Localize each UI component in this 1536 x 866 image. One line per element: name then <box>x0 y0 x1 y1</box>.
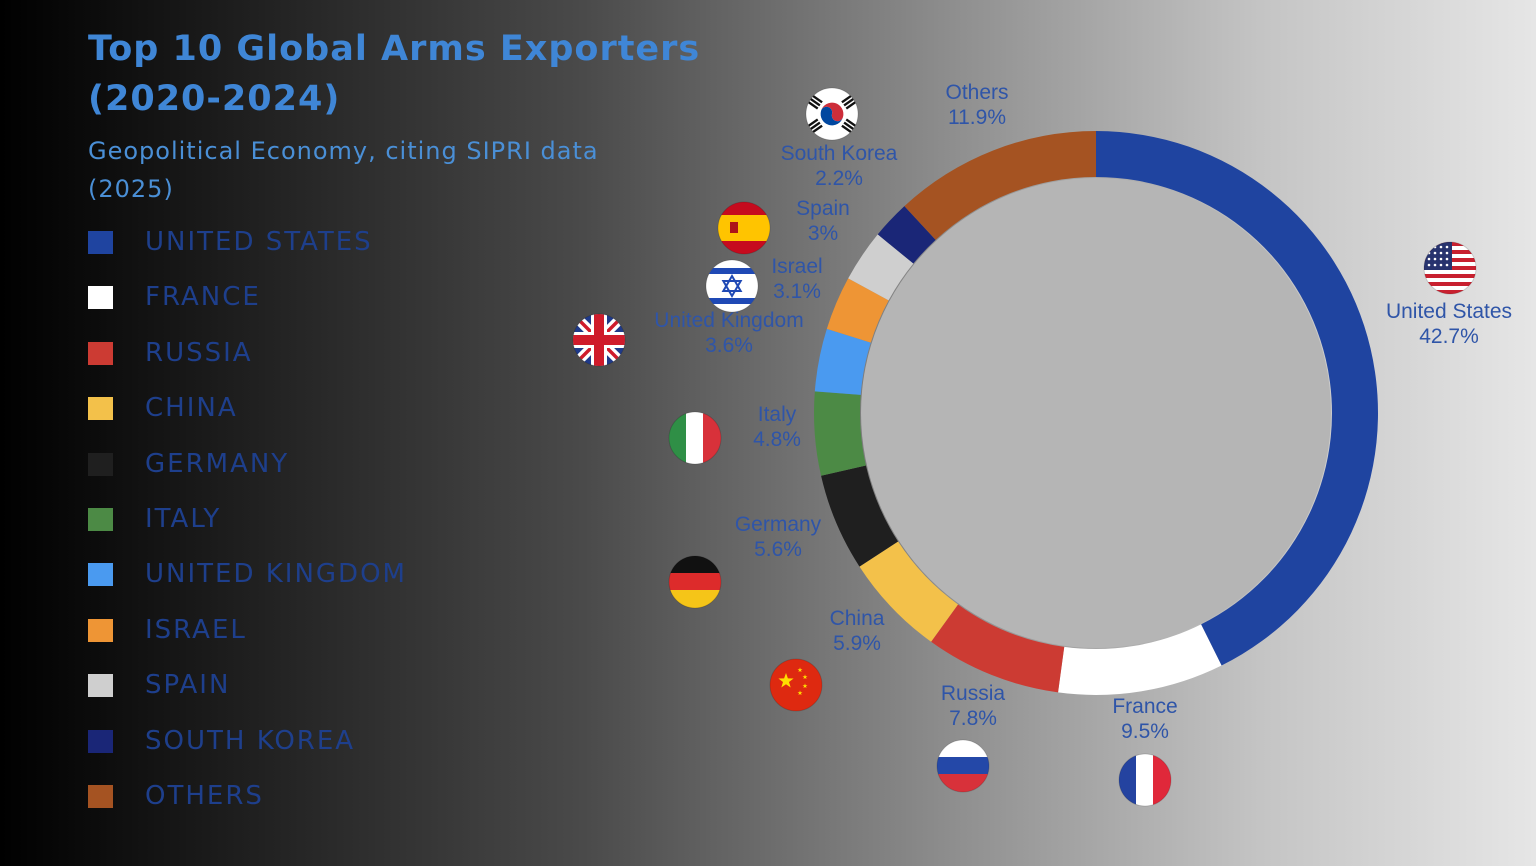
slice-value-united-kingdom: 3.6% <box>705 334 753 357</box>
donut-slice-spain <box>848 234 914 301</box>
legend-swatch <box>88 286 113 310</box>
legend-swatch <box>88 452 113 476</box>
france-flag-icon <box>1118 753 1172 807</box>
slice-value-germany: 5.6% <box>754 538 802 561</box>
legend-swatch <box>88 507 113 531</box>
legend-swatch <box>88 397 113 421</box>
south-korea-flag-icon <box>805 87 859 141</box>
legend-label: OTHERS <box>145 780 264 811</box>
donut-hole <box>861 178 1331 648</box>
us-flag-icon <box>1423 241 1477 295</box>
legend-swatch <box>88 674 113 698</box>
legend-swatch <box>88 618 113 642</box>
russia-flag-icon <box>936 739 990 793</box>
chart-title: Top 10 Global Arms Exporters (2020-2024) <box>88 29 701 119</box>
germany-flag-icon <box>668 555 722 609</box>
donut-slice-others <box>904 131 1096 240</box>
slice-label-germany: Germany <box>735 513 822 536</box>
slice-label-spain: Spain <box>796 197 850 220</box>
country-flags <box>572 87 1477 807</box>
legend-label: ISRAEL <box>145 614 247 645</box>
legend-swatch <box>88 729 113 753</box>
legend-swatch <box>88 563 113 587</box>
legend-label: ITALY <box>145 503 222 534</box>
donut-slice-china <box>859 541 959 642</box>
legend-swatch <box>88 341 113 365</box>
slice-label-united-kingdom: United Kingdom <box>654 309 803 332</box>
donut-slice-russia <box>931 604 1065 693</box>
donut-slice-france <box>1058 624 1222 695</box>
legend-label: SPAIN <box>145 670 231 701</box>
legend-label: RUSSIA <box>145 337 253 368</box>
slice-value-south-korea: 2.2% <box>815 167 863 190</box>
donut-slices <box>814 131 1379 695</box>
chart-subtitle: Geopolitical Economy, citing SIPRI data … <box>88 137 599 203</box>
slice-label-south-korea: South Korea <box>781 142 898 165</box>
slice-value-spain: 3% <box>808 222 838 245</box>
donut-slice-italy <box>814 391 866 476</box>
legend-label: GERMANY <box>145 448 290 479</box>
spain-flag-icon <box>717 201 771 255</box>
slice-label-france: France <box>1112 695 1177 718</box>
slice-value-united-states: 42.7% <box>1419 325 1479 348</box>
china-flag-icon <box>769 658 823 712</box>
slice-label-italy: Italy <box>758 403 797 426</box>
legend-label: FRANCE <box>145 282 261 313</box>
slice-label-others: Others <box>945 81 1008 104</box>
slice-label-united-states: United States <box>1386 300 1512 323</box>
legend-label: SOUTH KOREA <box>145 725 356 756</box>
legend-swatch <box>88 784 113 808</box>
slice-value-russia: 7.8% <box>949 707 997 730</box>
donut-slice-israel <box>826 278 889 343</box>
legend-swatch <box>88 231 113 254</box>
donut-slice-united-kingdom <box>814 328 871 395</box>
legend-label: CHINA <box>145 393 238 424</box>
slice-value-others: 11.9% <box>948 106 1006 129</box>
legend-label: UNITED STATES <box>145 227 373 257</box>
slice-value-israel: 3.1% <box>773 280 821 303</box>
donut-slice-united-states <box>1096 131 1379 666</box>
slice-label-israel: Israel <box>771 255 822 278</box>
slice-value-france: 9.5% <box>1121 720 1169 743</box>
donut-slice-germany <box>821 465 899 567</box>
slice-value-italy: 4.8% <box>753 428 801 451</box>
slice-label-china: China <box>830 607 885 630</box>
slice-value-china: 5.9% <box>833 632 881 655</box>
uk-flag-icon <box>572 313 626 367</box>
israel-flag-icon <box>705 259 759 313</box>
italy-flag-icon <box>668 411 722 465</box>
legend-label: UNITED KINGDOM <box>145 559 407 590</box>
donut-slice-south-korea <box>877 206 936 264</box>
slice-label-russia: Russia <box>941 682 1006 705</box>
